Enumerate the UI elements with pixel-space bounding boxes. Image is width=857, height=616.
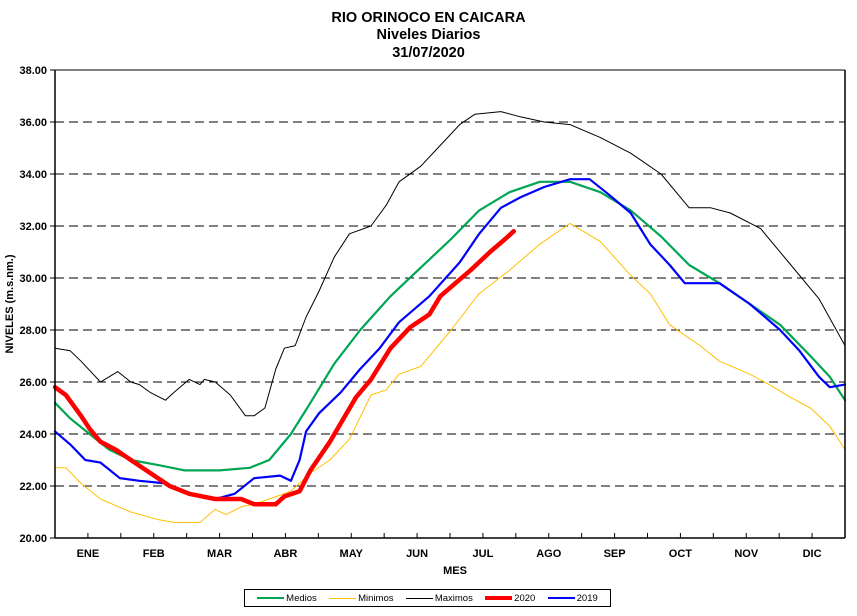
legend-item-2019: 2019 [547,592,598,604]
x-tick-label: NOV [734,548,759,560]
y-tick-label: 22.00 [19,481,47,493]
x-tick-label: SEP [604,548,626,560]
x-tick-label: ABR [273,548,297,560]
series-line-maximos [54,111,846,417]
legend-swatch [547,597,575,599]
legend-item-medios: Medios [257,593,317,604]
x-tick-label: AGO [536,548,562,560]
legend-item-maximos: Maximos [405,592,473,604]
y-tick-label: 20.00 [19,533,47,545]
x-tick-label: DIC [803,548,822,560]
legend-item-2020: 2020 [485,593,535,604]
y-tick-label: 24.00 [19,429,47,441]
y-tick-label: 36.00 [19,117,47,129]
series-line-2019 [53,178,847,501]
x-tick-label: MAY [340,548,364,560]
legend-label: 2020 [514,592,536,604]
y-tick-label: 32.00 [19,221,47,233]
x-tick-label: ENE [77,548,100,560]
legend-swatch [405,597,433,599]
x-tick-label: JUN [406,548,428,560]
legend-swatch [257,597,285,599]
y-tick-label: 30.00 [19,273,47,285]
legend-label: Minimos [358,592,394,604]
gridlines [55,121,845,487]
legend-swatch [485,596,513,600]
legend-label: Medios [286,592,317,604]
series-line-medios [53,180,847,472]
chart-title: RIO ORINOCO EN CAICARA [331,10,526,26]
chart-subtitle: Niveles Diarios [376,27,481,43]
x-tick-label: OCT [669,548,693,560]
y-tick-label: 26.00 [19,377,47,389]
series-group [52,111,847,523]
y-tick-label: 34.00 [19,169,47,181]
legend-label: 2019 [576,592,598,604]
x-tick-label: MAR [207,548,232,560]
y-tick-label: 38.00 [19,65,47,77]
series-line-minimos [54,222,846,523]
x-tick-label: FEB [143,548,165,560]
x-axis-title: MES [443,565,467,577]
legend-swatch [329,597,357,599]
legend-item-minimos: Minimos [329,593,393,604]
x-tick-label: JUL [473,548,494,560]
y-tick-label: 28.00 [19,325,47,337]
legend-label: Maximos [434,592,473,604]
series-line-2020 [52,228,517,507]
legend: Medios Minimos Maximos 2020 2019 [244,589,611,607]
chart-date: 31/07/2020 [392,45,465,61]
axes: 20.00 22.00 24.00 26.00 28.00 30.00 32.00 34.00… [19,65,846,560]
y-axis-title: NIVELES (m.s.nm.) [4,254,16,353]
